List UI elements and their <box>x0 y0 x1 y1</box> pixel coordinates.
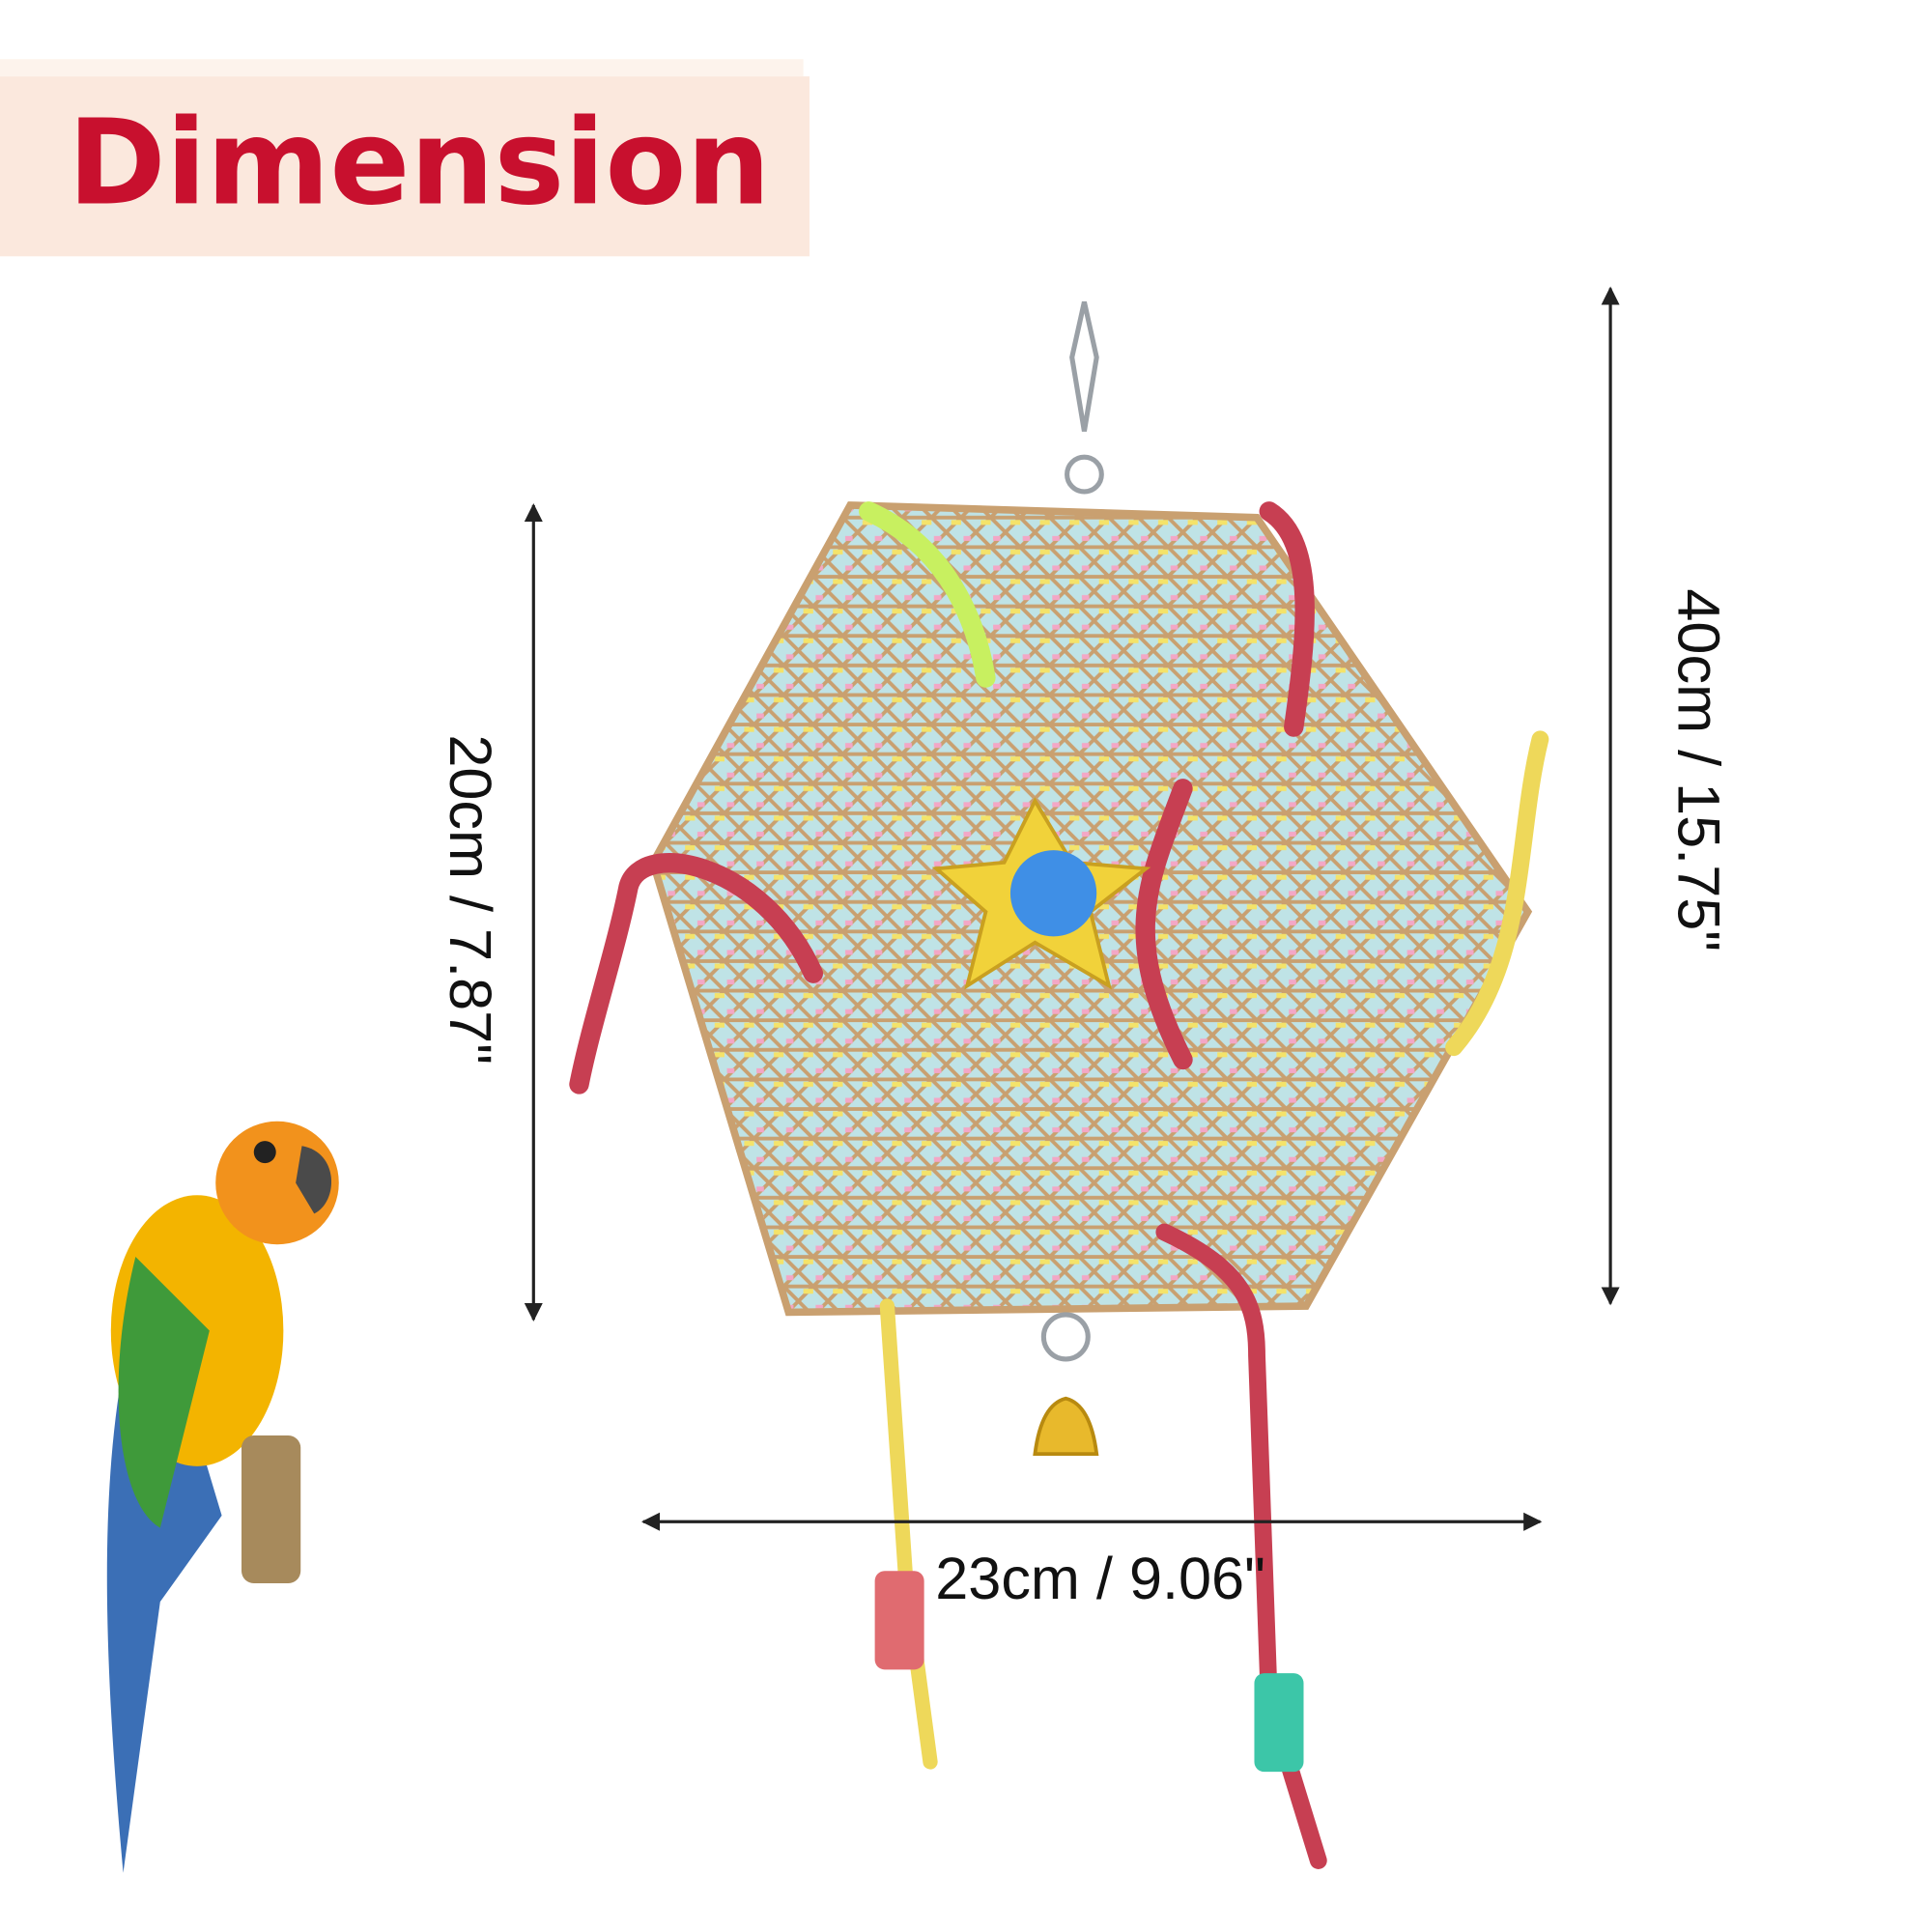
header-band-top <box>0 59 804 77</box>
parrot <box>106 1121 339 1873</box>
total-height-label: 40cm / 15.75" <box>1666 588 1732 952</box>
product <box>569 300 1549 1869</box>
body-height-label: 20cm / 7.87" <box>438 734 503 1065</box>
header-band <box>0 76 810 257</box>
header-title: Dimension <box>68 93 771 231</box>
width-label: 23cm / 9.06" <box>935 1546 1265 1611</box>
